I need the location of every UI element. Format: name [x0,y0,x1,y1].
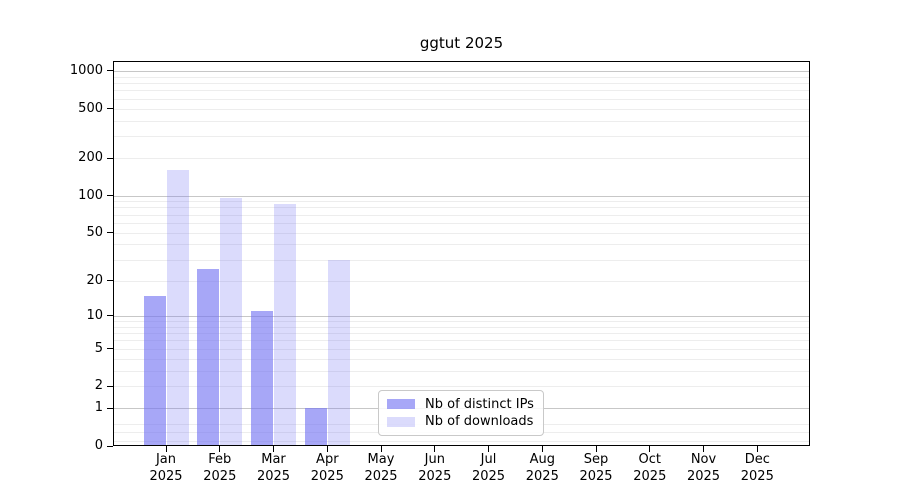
x-tickmark [649,446,651,452]
y-tick-label: 200 [78,150,103,166]
x-tickmark [380,446,382,452]
bar-downloads [327,259,350,446]
y-tick-label: 20 [86,272,103,288]
gridline-minor [113,136,810,138]
x-tickmark [756,446,758,452]
x-tick-label: Nov 2025 [686,452,721,484]
y-tick-label: 100 [78,187,103,203]
legend-swatch-distinct-ips-icon [387,399,415,410]
x-tick-label: Jun 2025 [418,452,452,484]
y-tick-label: 2 [94,378,103,394]
gridline-minor [113,222,810,224]
gridline-minor [113,440,810,442]
gridline-major [113,315,810,317]
y-tickmark [107,348,113,350]
y-tickmark [107,108,113,109]
y-tickmark [107,407,113,409]
gridline-minor [113,76,810,78]
x-tick-label: May 2025 [364,452,398,484]
x-tick-label: Sep 2025 [579,452,613,484]
y-tick-label: 10 [86,307,103,323]
gridline-minor [113,214,810,216]
x-tickmark [273,446,274,452]
bar-downloads [166,170,189,446]
y-tick-label: 0 [94,438,103,453]
gridline-minor [113,333,810,335]
legend-label-downloads: Nb of downloads [425,414,534,430]
plot-area [113,61,810,446]
gridline-minor [113,158,810,160]
y-tick-label: 5 [94,340,103,356]
y-tickmark [107,232,113,234]
gridline-minor [113,98,810,100]
x-tickmark [165,446,167,452]
bar-downloads [220,198,243,446]
gridline-minor [113,232,810,234]
y-tick-label: 1000 [69,62,103,78]
x-tick-label: Aug 2025 [525,452,559,484]
y-tick-label: 50 [86,224,103,240]
x-tickmark [595,446,597,452]
x-tick-label: Oct 2025 [633,452,667,484]
gridline-minor [113,340,810,342]
gridline-minor [113,358,810,360]
x-tickmark [703,446,704,452]
x-tickmark [434,446,436,452]
chart-title: ggtut 2025 [419,34,504,52]
gridline-minor [113,244,810,246]
x-tickmark [219,446,221,452]
x-tickmark [541,446,543,452]
bar-distinct-ips [304,408,327,446]
x-tick-label: Jan 2025 [149,452,183,484]
y-tick-label: 1 [94,400,103,416]
gridline-minor [113,321,810,322]
y-tick-label: 500 [78,100,103,116]
x-tick-label: Jul 2025 [471,452,506,484]
x-tick-label: Feb 2025 [203,452,237,484]
bar-distinct-ips [143,295,166,446]
legend: Nb of distinct IPs Nb of downloads [378,390,544,436]
legend-item-distinct-ips: Nb of distinct IPs [387,397,535,412]
bar-distinct-ips [197,269,220,446]
x-tickmark [326,446,328,452]
x-tick-label: Apr 2025 [310,452,344,484]
gridline-minor [113,108,810,110]
legend-label-distinct-ips: Nb of distinct IPs [425,396,534,412]
y-tickmark [107,315,113,317]
x-tickmark [488,446,489,452]
y-tickmark [107,445,113,447]
gridline-minor [113,83,810,84]
y-tickmark [107,70,113,72]
gridline-minor [113,370,810,372]
legend-swatch-downloads-icon [387,416,415,427]
gridline-minor [113,207,810,209]
legend-item-downloads: Nb of downloads [387,414,535,429]
bar-distinct-ips [251,311,273,446]
gridline-minor [113,326,810,328]
x-tick-label: Mar 2025 [256,452,291,484]
gridline-minor [113,120,810,122]
bar-downloads [274,204,296,446]
gridline-minor [113,259,810,261]
gridline-minor [113,386,810,388]
y-tickmark [107,157,113,159]
gridline-major [113,195,810,197]
gridline-minor [113,348,810,350]
y-tickmark [107,195,113,196]
gridline-minor [113,280,810,282]
gridline-minor [113,90,810,92]
y-tickmark [107,385,113,387]
y-tickmark [107,280,113,282]
gridline-minor [113,201,810,203]
x-tick-label: Dec 2025 [740,452,774,484]
gridline-major [113,70,810,72]
